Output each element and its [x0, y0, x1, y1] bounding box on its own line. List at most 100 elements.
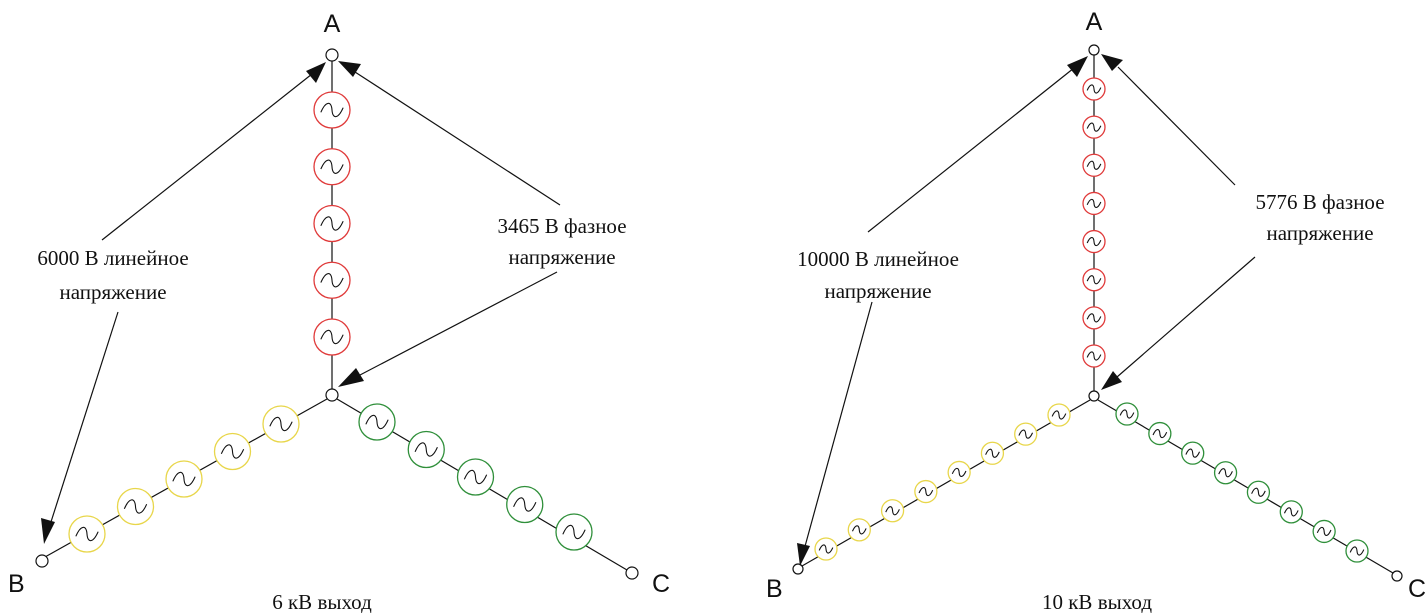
sine-wave-icon [513, 497, 537, 512]
phase-b-sources [814, 403, 1071, 561]
sine-wave-icon [885, 506, 900, 516]
sine-wave-icon [414, 442, 438, 457]
sine-wave-icon [75, 526, 99, 542]
diagram-caption: 6 кВ выход [272, 590, 372, 614]
sine-wave-icon [269, 416, 293, 432]
node-b-label: B [8, 570, 25, 598]
sine-wave-icon [1086, 236, 1102, 247]
phase-voltage-label-1: 3465 В фазное [497, 214, 626, 238]
sine-wave-icon [1218, 468, 1233, 478]
phase-voltage-label-1: 5776 В фазное [1255, 190, 1384, 214]
sine-wave-icon [320, 102, 344, 118]
ac-source-icon [1082, 306, 1106, 330]
diagram-6kv: A B C 6000 В линейное напряжение 3465 В … [8, 10, 670, 614]
sine-wave-icon [1119, 409, 1135, 419]
phase-c-sources [1115, 402, 1369, 563]
sine-wave-icon [320, 329, 344, 345]
sine-wave-icon [320, 273, 344, 288]
sine-wave-icon [1086, 313, 1102, 323]
ac-source-icon [1148, 421, 1172, 446]
sine-wave-icon [1251, 487, 1266, 497]
line-voltage-arrowhead-up [306, 62, 326, 83]
node-a-label: A [1086, 8, 1103, 36]
phase-c-wire [1097, 399, 1394, 574]
ac-source-icon [1082, 344, 1106, 368]
terminal-b [792, 563, 804, 575]
ac-source-icon [1014, 422, 1038, 446]
line-voltage-label-1: 6000 В линейное [37, 246, 188, 270]
sine-wave-icon [123, 499, 148, 514]
sine-wave-icon [1349, 546, 1365, 556]
diagram-10kv: A B C 10000 В линейное напряжение 5776 В… [766, 8, 1425, 614]
phase-voltage-arrow-up [354, 71, 561, 206]
ac-source-icon [313, 204, 351, 243]
sine-wave-icon [851, 525, 867, 535]
sine-wave-icon [918, 486, 934, 497]
ac-source-icon [1181, 441, 1205, 465]
sine-wave-icon [1152, 428, 1168, 439]
sine-wave-icon [1086, 351, 1102, 361]
sine-wave-icon [220, 444, 245, 459]
sine-wave-icon [1316, 526, 1332, 537]
sine-wave-icon [1185, 448, 1201, 458]
phase-voltage-arrowhead-down [1101, 371, 1122, 390]
ac-source-icon [213, 432, 252, 471]
line-voltage-arrowhead-down [797, 543, 810, 566]
terminal-c [1391, 570, 1403, 582]
terminal-a [325, 48, 339, 62]
diagram-caption: 10 кВ выход [1042, 590, 1152, 614]
node-c-label: C [652, 570, 670, 598]
terminal-c [625, 566, 639, 580]
ac-source-icon [947, 460, 971, 485]
sine-wave-icon [985, 448, 1000, 458]
node-b-label: B [766, 575, 783, 603]
phase-a-sources [313, 91, 351, 356]
ac-source-icon [1082, 77, 1106, 101]
ac-source-icon [1082, 153, 1106, 177]
ac-source-icon [980, 441, 1005, 465]
ac-source-icon [68, 515, 106, 553]
ac-source-icon [456, 458, 495, 496]
phase-a-sources [1082, 77, 1106, 368]
phase-voltage-arrowhead-up [1101, 54, 1123, 71]
sine-wave-icon [1086, 275, 1102, 285]
sine-wave-icon [1086, 84, 1102, 94]
ac-source-icon [1047, 403, 1071, 427]
line-voltage-arrow-up [867, 67, 1075, 233]
ac-source-icon [407, 430, 445, 469]
ac-source-icon [262, 405, 300, 443]
ac-source-icon [1213, 461, 1238, 485]
sine-wave-icon [1086, 122, 1102, 132]
ac-source-icon [116, 487, 155, 526]
node-c-label: C [1408, 575, 1425, 603]
terminal-a [1088, 44, 1100, 56]
neutral-point [1088, 390, 1100, 402]
ac-source-icon [358, 403, 396, 441]
line-voltage-label-1: 10000 В линейное [797, 247, 959, 271]
ac-source-icon [1082, 191, 1106, 216]
sine-wave-icon [562, 524, 586, 540]
ac-source-icon [165, 460, 203, 498]
sine-wave-icon [1051, 410, 1067, 420]
line-voltage-arrow-down [803, 301, 873, 551]
ac-source-icon [1082, 268, 1106, 292]
line-voltage-arrow-up [101, 73, 313, 241]
sine-wave-icon [1086, 160, 1102, 170]
line-voltage-arrowhead-up [1067, 56, 1088, 77]
ac-source-icon [1345, 539, 1369, 563]
sine-wave-icon [818, 544, 834, 554]
ac-source-icon [1082, 229, 1106, 254]
neutral-point [325, 388, 339, 402]
ac-source-icon [1279, 500, 1303, 524]
phase-voltage-label-2: напряжение [508, 245, 615, 269]
phase-voltage-arrow-down [359, 271, 558, 376]
ac-source-icon [1246, 480, 1271, 504]
phase-voltage-arrowhead-down [338, 368, 364, 387]
line-voltage-arrowhead-down [41, 518, 55, 544]
ac-source-icon [313, 148, 351, 186]
ac-source-icon [814, 537, 838, 561]
phase-b-wire [801, 399, 1091, 567]
node-a-label: A [324, 10, 341, 38]
terminal-b [35, 554, 49, 568]
